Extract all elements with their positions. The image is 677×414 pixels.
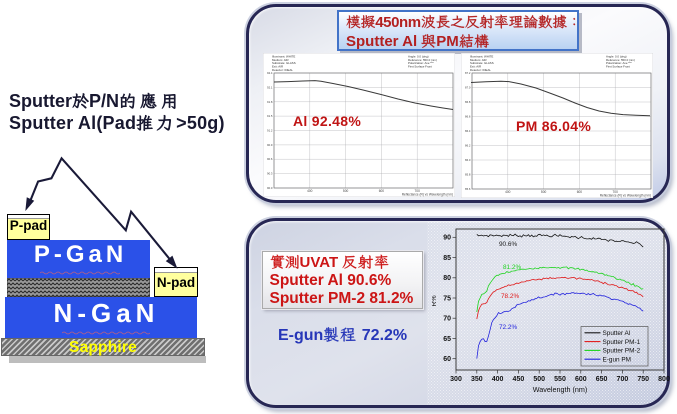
svg-text:91.8: 91.8 bbox=[267, 100, 273, 104]
svg-text:400: 400 bbox=[492, 376, 504, 383]
svg-text:86.8: 86.8 bbox=[465, 100, 471, 104]
svg-text:78.2%: 78.2% bbox=[501, 293, 519, 300]
svg-text:Polarization: Ave ***: Polarization: Ave *** bbox=[606, 61, 633, 65]
svg-text:90.6: 90.6 bbox=[267, 157, 273, 161]
svg-text:Al 92.48%: Al 92.48% bbox=[293, 113, 361, 129]
svg-text:400: 400 bbox=[505, 190, 511, 194]
svg-text:Sputter Al: Sputter Al bbox=[603, 330, 631, 337]
svg-text:750: 750 bbox=[637, 376, 649, 383]
svg-text:90.3: 90.3 bbox=[267, 172, 273, 176]
svg-text:81.2%: 81.2% bbox=[503, 264, 521, 271]
svg-text:650: 650 bbox=[596, 376, 608, 383]
svg-text:Polarization: Ave ***: Polarization: Ave *** bbox=[408, 61, 435, 65]
svg-text:800: 800 bbox=[658, 376, 670, 383]
svg-text:Medium: AIR: Medium: AIR bbox=[470, 58, 487, 62]
svg-text:Angle: 0.0 (deg): Angle: 0.0 (deg) bbox=[408, 55, 429, 59]
svg-text:90.6%: 90.6% bbox=[499, 241, 517, 248]
svg-text:86.4: 86.4 bbox=[465, 129, 471, 133]
svg-text:90.9: 90.9 bbox=[267, 143, 273, 147]
svg-text:91.5: 91.5 bbox=[267, 114, 273, 118]
svg-text:Reflectance (R) vs Wavelengt: Reflectance (R) vs Wavelength (nm) bbox=[402, 193, 453, 197]
svg-text:700: 700 bbox=[415, 189, 421, 193]
svg-text:85.8: 85.8 bbox=[465, 173, 471, 177]
svg-text:300: 300 bbox=[450, 376, 462, 383]
svg-text:90: 90 bbox=[443, 235, 451, 242]
svg-text:65: 65 bbox=[443, 336, 451, 343]
svg-text:Exit: AIR: Exit: AIR bbox=[272, 65, 283, 69]
svg-text:Substrate: GLASS: Substrate: GLASS bbox=[470, 61, 494, 65]
svg-text:70: 70 bbox=[443, 316, 451, 323]
svg-text:Exit: AIR: Exit: AIR bbox=[470, 65, 481, 69]
svg-text:E-gun PM: E-gun PM bbox=[603, 357, 631, 364]
svg-text:PM 86.04%: PM 86.04% bbox=[516, 118, 591, 134]
svg-text:87.0: 87.0 bbox=[465, 86, 471, 90]
svg-text:92.1: 92.1 bbox=[267, 85, 273, 89]
svg-text:450: 450 bbox=[513, 376, 525, 383]
svg-text:Illuminant: WHITE: Illuminant: WHITE bbox=[470, 55, 493, 59]
svg-text:500: 500 bbox=[343, 189, 349, 193]
svg-text:92.4: 92.4 bbox=[267, 71, 273, 75]
svg-text:Wavelength (nm): Wavelength (nm) bbox=[533, 385, 587, 394]
svg-text:600: 600 bbox=[379, 189, 385, 193]
svg-text:600: 600 bbox=[575, 376, 587, 383]
svg-text:75: 75 bbox=[443, 295, 451, 302]
svg-text:86.6: 86.6 bbox=[465, 115, 471, 119]
svg-text:R%: R% bbox=[432, 295, 438, 306]
svg-text:Reference: 550.0 (nm): Reference: 550.0 (nm) bbox=[408, 58, 437, 62]
svg-text:550: 550 bbox=[554, 376, 566, 383]
svg-text:First Surface Front: First Surface Front bbox=[606, 65, 630, 69]
svg-text:80: 80 bbox=[443, 275, 451, 282]
svg-text:500: 500 bbox=[533, 376, 545, 383]
svg-text:600: 600 bbox=[577, 190, 583, 194]
svg-text:Detector: IDEAL: Detector: IDEAL bbox=[470, 68, 491, 72]
svg-text:85.6: 85.6 bbox=[465, 187, 471, 191]
svg-text:Sputter PM-1: Sputter PM-1 bbox=[603, 339, 641, 346]
svg-text:60: 60 bbox=[443, 356, 451, 363]
svg-text:87.2: 87.2 bbox=[465, 71, 471, 75]
svg-text:Detector: IDEAL: Detector: IDEAL bbox=[272, 68, 293, 72]
svg-text:First Surface Front: First Surface Front bbox=[408, 65, 432, 69]
svg-text:700: 700 bbox=[613, 190, 619, 194]
svg-text:350: 350 bbox=[471, 376, 483, 383]
svg-text:Sputter PM-2: Sputter PM-2 bbox=[603, 348, 641, 355]
svg-text:91.2: 91.2 bbox=[267, 129, 273, 133]
svg-text:86.2: 86.2 bbox=[465, 144, 471, 148]
svg-text:Angle: 0.0 (deg): Angle: 0.0 (deg) bbox=[606, 55, 627, 59]
svg-text:Medium: AIR: Medium: AIR bbox=[272, 58, 289, 62]
svg-text:Reference: 550.0 (nm): Reference: 550.0 (nm) bbox=[606, 58, 635, 62]
svg-text:86.0: 86.0 bbox=[465, 158, 471, 162]
svg-text:90.0: 90.0 bbox=[267, 186, 273, 190]
svg-text:85: 85 bbox=[443, 255, 451, 262]
svg-text:Reflectance (R) vs Wavelengt: Reflectance (R) vs Wavelength (nm) bbox=[600, 194, 651, 198]
svg-text:700: 700 bbox=[617, 376, 629, 383]
svg-text:Illuminant: WHITE: Illuminant: WHITE bbox=[272, 55, 295, 59]
svg-text:400: 400 bbox=[307, 189, 313, 193]
svg-text:500: 500 bbox=[541, 190, 547, 194]
svg-text:72.2%: 72.2% bbox=[499, 324, 517, 331]
svg-text:Substrate: GLASS: Substrate: GLASS bbox=[272, 61, 296, 65]
